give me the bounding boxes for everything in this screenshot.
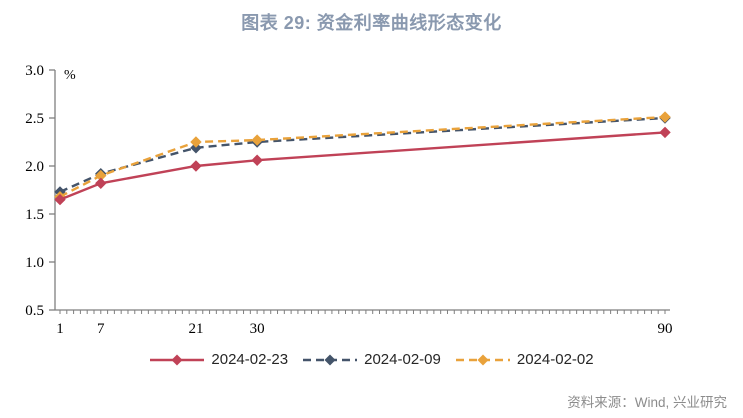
series-marker-2024-02-09 bbox=[190, 142, 202, 154]
series-marker-2024-02-02 bbox=[659, 111, 671, 123]
series-marker-2024-02-02 bbox=[190, 136, 202, 148]
y-tick-label: 1.5 bbox=[25, 207, 44, 223]
legend-diamond-marker-icon bbox=[324, 354, 336, 365]
series-marker-2024-02-23 bbox=[659, 126, 671, 139]
x-tick-label: 90 bbox=[658, 321, 673, 337]
y-unit-label: % bbox=[64, 68, 76, 83]
series-marker-2024-02-23 bbox=[54, 193, 66, 206]
y-tick-label: 1.0 bbox=[25, 255, 44, 271]
y-tick-label: 0.5 bbox=[25, 303, 44, 319]
legend-diamond-marker-icon bbox=[477, 354, 489, 365]
legend-diamond-marker-icon bbox=[171, 354, 183, 365]
source-note: 资料来源：Wind, 兴业研究 bbox=[567, 395, 727, 410]
series-line-2024-02-02 bbox=[59, 115, 666, 198]
legend-swatch-solid-line bbox=[150, 354, 205, 365]
series-marker-2024-02-02 bbox=[251, 134, 263, 146]
line-chart: 0.5 1.0 1.5 2.0 2.5 3.0 % 1 7 21 30 90 bbox=[25, 63, 673, 337]
legend-label: 2024-02-09 bbox=[364, 351, 441, 368]
legend-item-2024-02-23: 2024-02-23 bbox=[149, 351, 288, 368]
y-tick-label: 2.0 bbox=[25, 159, 44, 175]
x-tick-label: 1 bbox=[56, 321, 64, 337]
legend-swatch-dashed-line bbox=[455, 354, 510, 365]
x-tick-label: 30 bbox=[250, 321, 265, 337]
legend-label: 2024-02-02 bbox=[516, 351, 594, 368]
series-line-2024-02-09 bbox=[59, 116, 666, 194]
chart-legend: 2024-02-23 2024-02-09 2024-02-02 bbox=[0, 351, 743, 368]
y-tick-label: 2.5 bbox=[25, 111, 44, 127]
series-marker-2024-02-23 bbox=[190, 160, 202, 172]
y-tick-label: 3.0 bbox=[25, 63, 44, 79]
chart-title: 图表 29: 资金利率曲线形态变化 bbox=[241, 13, 502, 33]
legend-label: 2024-02-23 bbox=[211, 351, 289, 368]
legend-item-2024-02-02: 2024-02-02 bbox=[455, 351, 594, 368]
series-line-2024-02-23 bbox=[59, 131, 666, 201]
x-tick-label: 21 bbox=[188, 321, 203, 337]
series-marker-2024-02-23 bbox=[95, 177, 107, 189]
legend-item-2024-02-09: 2024-02-09 bbox=[302, 351, 441, 368]
x-tick-label: 7 bbox=[97, 321, 105, 337]
series-marker-2024-02-23 bbox=[251, 154, 263, 166]
legend-swatch-dashed-line bbox=[303, 354, 358, 365]
